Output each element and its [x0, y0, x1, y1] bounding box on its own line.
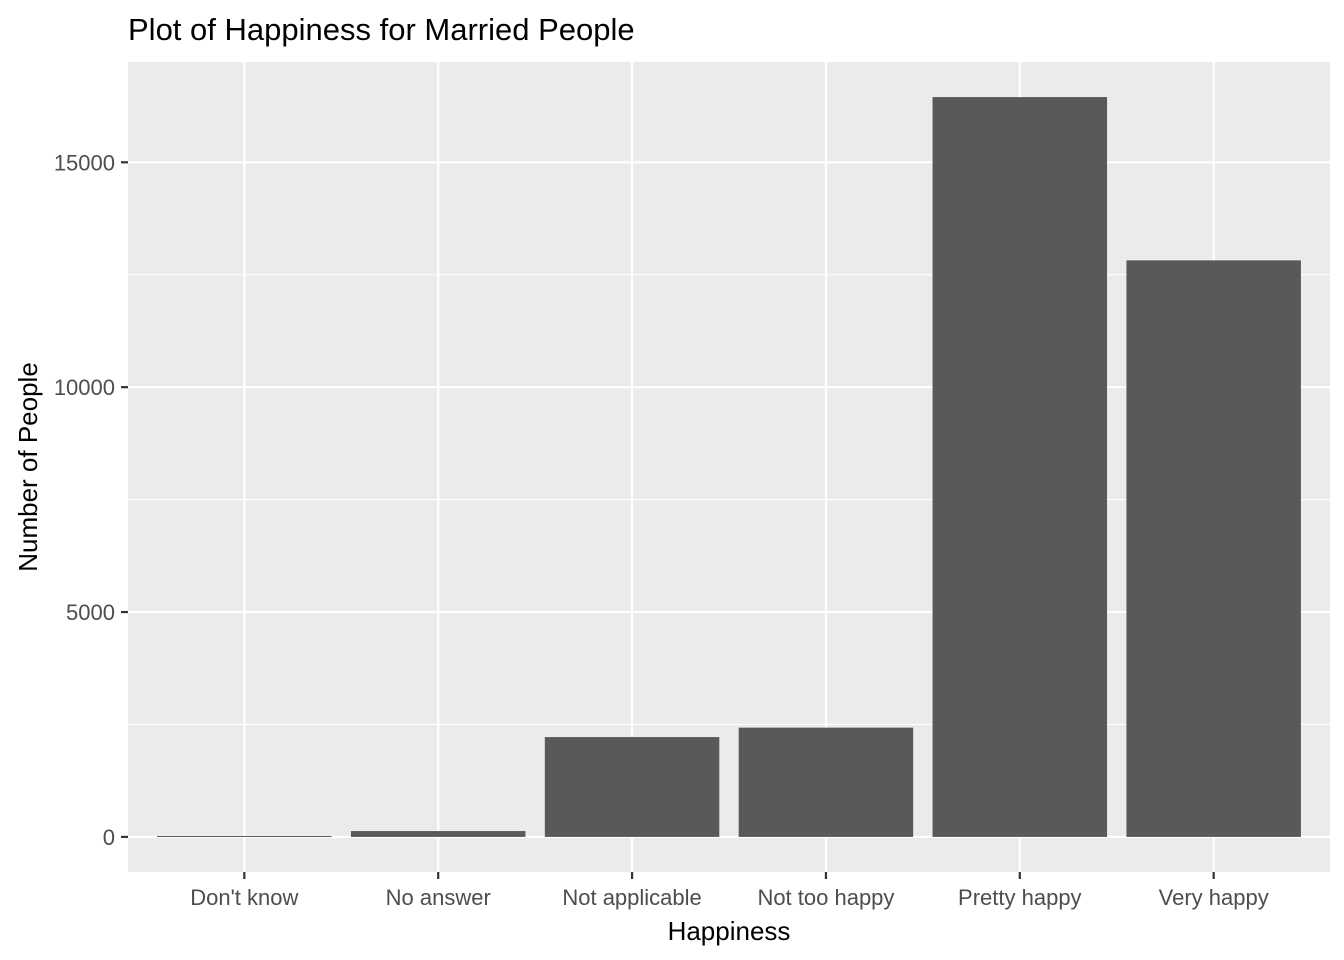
x-tick-label: Not too happy: [757, 885, 894, 910]
bar: [738, 727, 914, 837]
bars: [157, 97, 1301, 838]
chart-title: Plot of Happiness for Married People: [128, 12, 635, 47]
bar: [1126, 260, 1301, 837]
x-tick-label: Don't know: [190, 885, 298, 910]
bar: [350, 831, 526, 837]
x-axis-title: Happiness: [668, 916, 791, 946]
y-tick-label: 10000: [54, 375, 115, 400]
y-tick-label: 0: [103, 825, 115, 850]
bar: [157, 836, 332, 838]
bar: [932, 97, 1108, 837]
y-tick-label: 5000: [66, 600, 115, 625]
y-axis-title: Number of People: [13, 362, 43, 572]
y-axis-ticks: 0 5000 10000 15000: [54, 150, 128, 850]
bar: [544, 737, 720, 837]
x-tick-label: Very happy: [1159, 885, 1269, 910]
x-tick-label: Not applicable: [562, 885, 701, 910]
x-axis-ticks: Don't know No answer Not applicable Not too…: [190, 872, 1269, 910]
x-tick-label: No answer: [386, 885, 491, 910]
x-tick-label: Pretty happy: [958, 885, 1082, 910]
y-tick-label: 15000: [54, 150, 115, 175]
